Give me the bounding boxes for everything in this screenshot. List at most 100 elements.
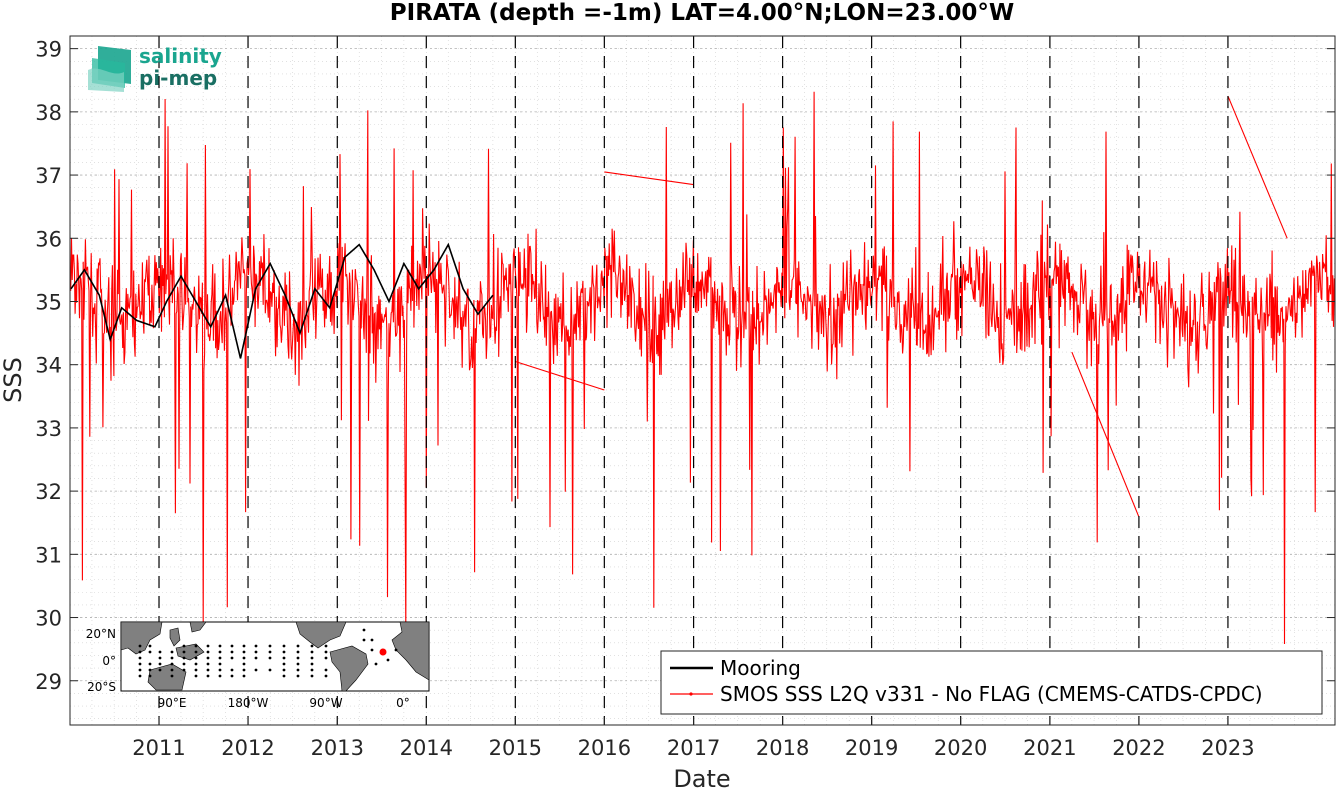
mooring-dot <box>282 650 286 654</box>
mooring-dot <box>182 668 186 672</box>
mooring-dot <box>148 668 152 672</box>
mooring-dot <box>282 656 286 660</box>
mooring-dot <box>170 662 174 666</box>
mooring-dot <box>324 656 328 660</box>
y-tick-label: 39 <box>35 38 62 62</box>
mooring-dot <box>218 644 222 648</box>
mooring-dot <box>148 644 152 648</box>
y-tick-label: 32 <box>35 480 62 504</box>
mooring-dot <box>242 650 246 654</box>
inset-xlabel-90e: 90°E <box>158 696 187 710</box>
mooring-dot <box>242 644 246 648</box>
mooring-dot <box>138 650 142 654</box>
legend-label-smos: SMOS SSS L2Q v331 - No FLAG (CMEMS-CATDS… <box>720 682 1263 706</box>
mooring-dot <box>194 668 198 672</box>
mooring-dot <box>138 674 142 678</box>
x-tick-label: 2021 <box>1023 736 1076 760</box>
mooring-dot <box>218 650 222 654</box>
x-tick-label: 2016 <box>578 736 631 760</box>
mooring-dot <box>370 648 374 652</box>
x-axis-label: Date <box>673 765 730 790</box>
salinity-pimep-logo: salinity pi-mep <box>88 44 222 92</box>
x-tick-label: 2019 <box>845 736 898 760</box>
mooring-dot <box>170 650 174 654</box>
plot-frame <box>69 35 1336 726</box>
x-tick-label: 2014 <box>400 736 453 760</box>
smos-gap-segment <box>515 361 605 391</box>
mooring-dot <box>242 674 246 678</box>
y-tick-label: 38 <box>35 101 62 125</box>
mooring-dot <box>206 656 210 660</box>
mooring-dot <box>206 644 210 648</box>
mooring-dot <box>194 662 198 666</box>
y-tick-label: 34 <box>35 354 62 378</box>
mooring-dot <box>182 644 186 648</box>
mooring-dot <box>206 650 210 654</box>
mooring-dot <box>230 644 234 648</box>
mooring-dot <box>282 668 286 672</box>
selected-mooring-marker <box>379 648 387 656</box>
mooring-dot <box>310 644 314 648</box>
mooring-dot <box>370 638 374 642</box>
logo-line1: salinity <box>139 44 222 68</box>
mooring-dot <box>324 668 328 672</box>
mooring-dot <box>282 644 286 648</box>
inset-ylabel-0: 0° <box>102 654 116 668</box>
mooring-dot <box>296 644 300 648</box>
mooring-dot <box>324 650 328 654</box>
mooring-dot <box>194 644 198 648</box>
mooring-dot <box>158 650 162 654</box>
x-tick-label: 2022 <box>1112 736 1165 760</box>
mooring-dot <box>254 644 258 648</box>
mooring-dot <box>386 658 390 662</box>
mooring-dot <box>282 674 286 678</box>
mooring-dot <box>296 668 300 672</box>
mooring-locations <box>138 628 398 678</box>
mooring-dot <box>254 656 258 660</box>
mooring-dot <box>148 662 152 666</box>
mooring-dot <box>170 668 174 672</box>
mooring-dot <box>362 638 366 642</box>
legend-label-mooring: Mooring <box>720 656 801 680</box>
y-tick-label: 36 <box>35 227 62 251</box>
mooring-dot <box>268 650 272 654</box>
x-tick-label: 2018 <box>756 736 809 760</box>
y-tick-label: 29 <box>35 670 62 694</box>
mooring-dot <box>218 674 222 678</box>
mooring-dot <box>218 656 222 660</box>
mooring-dot <box>230 668 234 672</box>
mooring-dot <box>324 674 328 678</box>
legend: Mooring SMOS SSS L2Q v331 - No FLAG (CME… <box>660 650 1323 715</box>
x-tick-label: 2020 <box>934 736 987 760</box>
mooring-dot <box>218 668 222 672</box>
inset-xlabel-90w: 90°W <box>309 696 342 710</box>
mooring-dot <box>362 628 366 632</box>
mooring-dot <box>170 656 174 660</box>
mooring-dot <box>324 644 328 648</box>
y-tick-label: 30 <box>35 607 62 631</box>
x-tick-label: 2015 <box>489 736 542 760</box>
mooring-dot <box>310 650 314 654</box>
smos-gap-segment <box>1071 351 1140 517</box>
mooring-dot <box>282 662 286 666</box>
mooring-dot <box>230 674 234 678</box>
mooring-dot <box>242 662 246 666</box>
y-tick-label: 31 <box>35 543 62 567</box>
mooring-series <box>70 242 494 359</box>
wave-logo-icon <box>88 46 131 92</box>
mooring-dot <box>394 648 398 652</box>
inset-map: 20°N 0° 20°S 90°E 180°W 90°W 0° <box>86 621 430 710</box>
legend-marker-smos <box>689 692 693 696</box>
mooring-dot <box>310 674 314 678</box>
mooring-dot <box>254 650 258 654</box>
mooring-dot <box>254 668 258 672</box>
mooring-dot <box>296 650 300 654</box>
mooring-series-line <box>70 242 494 359</box>
mooring-dot <box>194 674 198 678</box>
mooring-dot <box>310 668 314 672</box>
mooring-dot <box>138 644 142 648</box>
mooring-dot <box>158 662 162 666</box>
mooring-dot <box>374 662 378 666</box>
smos-gap-segment <box>1227 95 1288 239</box>
mooring-dot <box>242 668 246 672</box>
